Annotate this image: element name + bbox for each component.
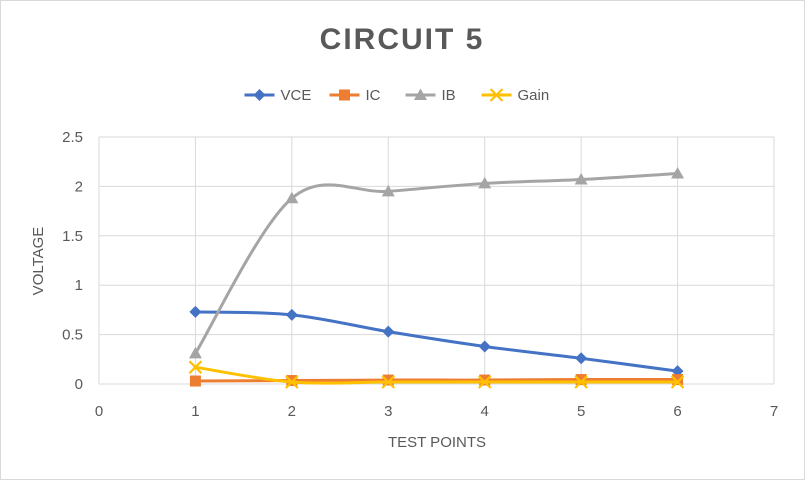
x-tick-label: 4 <box>481 403 489 420</box>
data-point-ib <box>671 167 685 179</box>
tick-layer: 0 0.5 1 1.5 2 2.5 0 1 2 3 4 5 6 7 <box>62 129 778 420</box>
legend-label-gain: Gain <box>518 87 550 104</box>
series-vce <box>189 305 684 378</box>
data-point-vce <box>478 340 491 353</box>
legend-marker-vce <box>253 89 266 101</box>
legend-marker-ic <box>339 89 350 101</box>
x-tick-label: 5 <box>577 403 585 420</box>
data-point-vce <box>382 325 395 338</box>
y-tick-label: 2 <box>75 178 83 195</box>
series-ic <box>189 374 684 387</box>
series-layer <box>188 167 685 389</box>
series-line-ib <box>193 172 680 355</box>
x-axis-title: TEST POINTS <box>388 434 486 451</box>
legend-label-ic: IC <box>366 87 381 104</box>
data-point-gain <box>477 375 492 389</box>
data-point-vce <box>575 352 588 365</box>
data-point-ib <box>381 184 395 197</box>
data-point-vce <box>189 305 202 318</box>
legend: VCE IC IB Gain <box>244 87 550 104</box>
x-tick-label: 2 <box>288 403 296 420</box>
legend-marker-gain <box>489 88 504 102</box>
y-tick-label: 1.5 <box>62 228 83 245</box>
x-tick-label: 7 <box>770 403 778 420</box>
legend-marker-ib <box>414 88 427 100</box>
legend-item-gain: Gain <box>481 87 550 104</box>
y-axis-title: VOLTAGE <box>30 227 47 296</box>
data-point-ib <box>188 346 202 359</box>
legend-item-ic: IC <box>329 87 381 104</box>
grid-layer <box>98 136 775 385</box>
series-line-gain <box>193 365 680 385</box>
x-tick-label: 0 <box>95 403 103 420</box>
data-point-gain <box>670 375 685 389</box>
y-tick-label: 0.5 <box>62 327 83 344</box>
data-point-vce <box>285 308 298 321</box>
data-point-gain <box>574 375 588 389</box>
data-point-ic <box>382 374 394 386</box>
x-tick-label: 3 <box>384 403 392 420</box>
chart-title: CIRCUIT 5 <box>320 23 485 56</box>
x-tick-label: 6 <box>673 403 681 420</box>
y-tick-label: 0 <box>75 376 83 393</box>
x-tick-label: 1 <box>191 403 199 420</box>
legend-item-vce: VCE <box>244 87 312 104</box>
data-point-gain <box>381 375 396 389</box>
data-point-ib <box>285 191 299 204</box>
data-point-ib <box>574 172 588 185</box>
y-tick-label: 1 <box>75 277 83 294</box>
legend-item-ib: IB <box>405 87 456 104</box>
legend-label-ib: IB <box>442 87 456 104</box>
data-point-ic <box>672 374 684 386</box>
series-gain <box>188 360 685 389</box>
data-point-ic <box>189 375 201 387</box>
data-point-gain <box>188 360 203 374</box>
data-point-ib <box>478 176 492 189</box>
data-point-ic <box>575 374 587 386</box>
legend-label-vce: VCE <box>281 87 312 104</box>
data-point-gain <box>285 375 299 389</box>
data-point-ic <box>479 374 491 386</box>
series-line-vce <box>193 310 680 373</box>
y-tick-label: 2.5 <box>62 129 83 146</box>
series-ib <box>188 167 685 359</box>
